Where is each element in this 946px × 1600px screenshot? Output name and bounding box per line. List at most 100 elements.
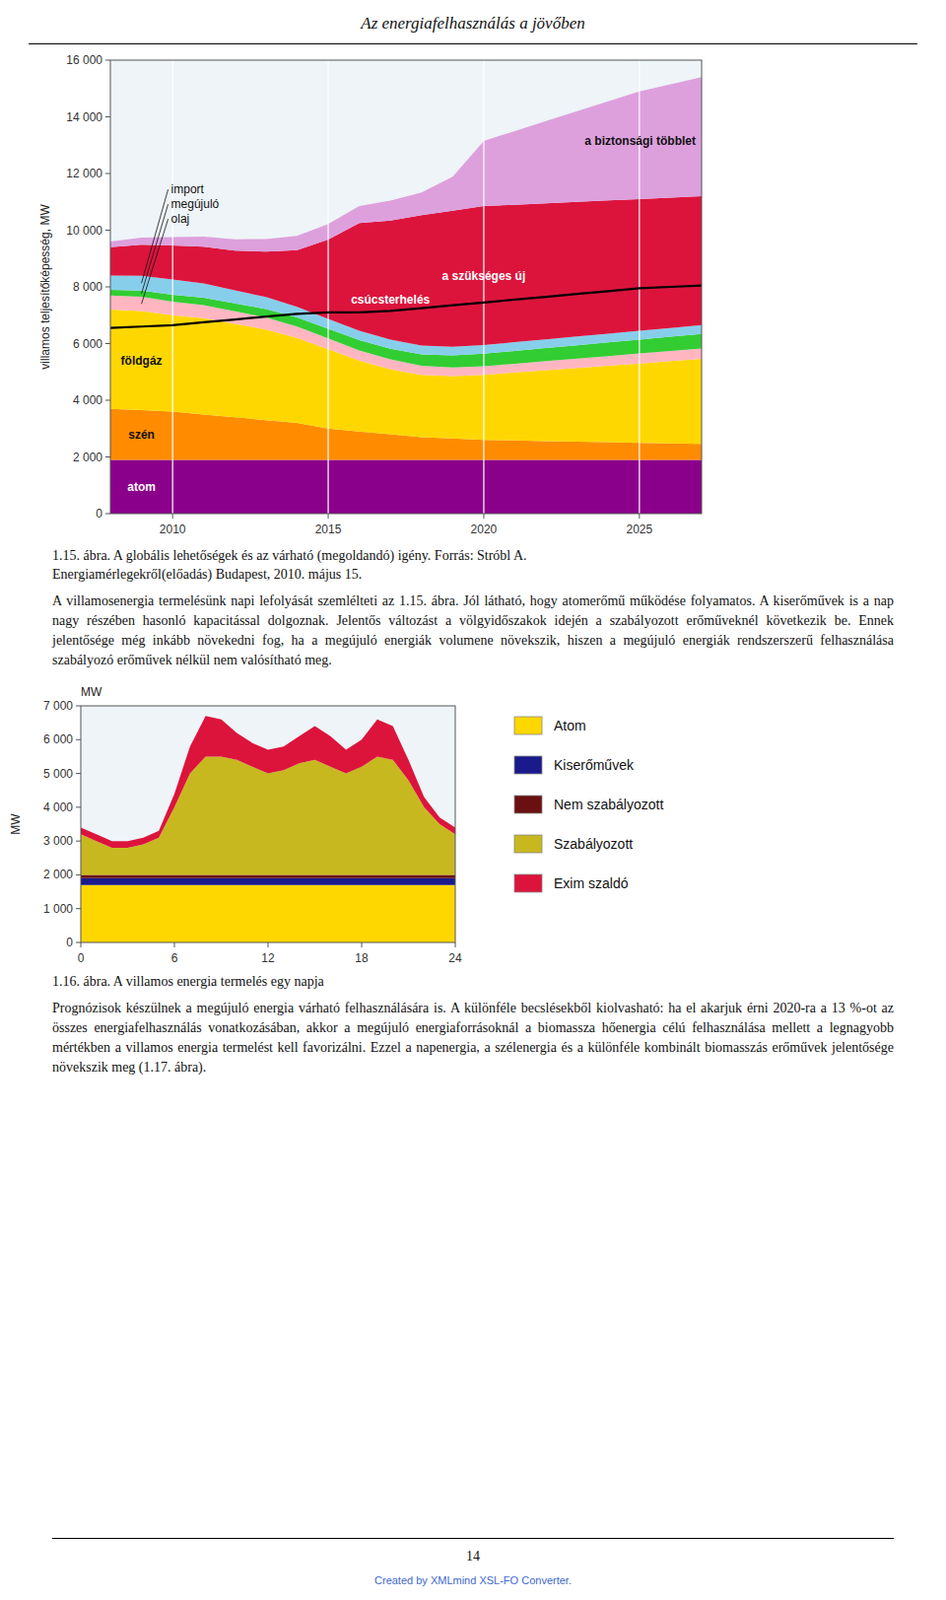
legend-swatch bbox=[514, 874, 542, 892]
x-tick bbox=[482, 513, 484, 519]
footer: 14 bbox=[0, 1548, 946, 1564]
line-label: csúcsterhelés bbox=[350, 292, 430, 307]
y-tick-label: 6 000 bbox=[72, 337, 103, 351]
y-tick bbox=[75, 705, 81, 707]
y-tick-label: 16 000 bbox=[66, 53, 103, 68]
grid-line-x bbox=[482, 60, 484, 514]
area-series bbox=[80, 878, 456, 885]
y-tick-label: 0 bbox=[95, 506, 103, 521]
y-tick-label: 4 000 bbox=[43, 800, 73, 814]
y-tick bbox=[105, 400, 111, 402]
caption: 1.15. ábra. A globális lehetőségek és az… bbox=[52, 545, 894, 565]
y-tick-label: 4 000 bbox=[72, 393, 103, 407]
x-tick bbox=[455, 942, 457, 947]
plot-area bbox=[80, 715, 456, 943]
area-series bbox=[110, 76, 702, 252]
leader-line bbox=[141, 189, 169, 283]
series-label: a szükséges új bbox=[442, 269, 527, 283]
labels: atom szén földgáz a szükséges új a biztonság… bbox=[121, 134, 696, 494]
legend-label: Exim szaldó bbox=[553, 875, 629, 891]
paragraph: A villamosenergia termelésünk napi lefol… bbox=[52, 591, 894, 671]
leader-line bbox=[141, 218, 169, 304]
x-tick-label: 2010 bbox=[159, 522, 187, 537]
x-tick bbox=[80, 942, 82, 947]
y-tick bbox=[105, 229, 111, 231]
x-tick-label: 6 bbox=[171, 950, 179, 965]
x-tick-label: 12 bbox=[261, 950, 275, 965]
footer-note: Created by XMLmind XSL-FO Converter. bbox=[0, 1573, 946, 1586]
y-tick-label: 0 bbox=[66, 935, 73, 949]
area-series bbox=[110, 196, 702, 347]
chart-2: 01 0002 0003 0004 0005 0006 0007 0000612… bbox=[0, 675, 946, 972]
series-label: megújuló bbox=[171, 197, 220, 211]
y-tick bbox=[75, 739, 81, 741]
y-tick-label: 5 000 bbox=[43, 766, 73, 781]
x-tick-label: 0 bbox=[77, 950, 85, 965]
x-tick bbox=[361, 942, 363, 947]
y-tick bbox=[75, 772, 81, 774]
grid-line-x bbox=[327, 60, 329, 514]
grid-line-x bbox=[638, 60, 640, 514]
title-rule bbox=[28, 43, 918, 45]
y-tick-label: 7 000 bbox=[43, 698, 73, 713]
unit-label: MW bbox=[80, 684, 103, 699]
legend-swatch bbox=[514, 716, 542, 735]
y-tick bbox=[105, 456, 111, 458]
y-tick-label: 10 000 bbox=[66, 223, 103, 238]
y-tick bbox=[75, 840, 81, 842]
y-tick bbox=[105, 173, 111, 175]
y-tick-label: 1 000 bbox=[43, 901, 73, 916]
y-tick bbox=[75, 874, 81, 876]
x-tick bbox=[328, 513, 330, 519]
page-title: Az energiafelhasználás a jövőben bbox=[0, 0, 946, 34]
series-label: szén bbox=[128, 427, 155, 442]
line-series bbox=[110, 285, 702, 329]
y-tick-label: 2 000 bbox=[43, 867, 73, 881]
labels: MWAtomKiserőművekNem szabályozottSzabály… bbox=[80, 684, 664, 892]
area-series bbox=[80, 715, 456, 848]
y-tick bbox=[75, 942, 81, 944]
y-tick bbox=[105, 342, 111, 344]
y-axis-label: MW bbox=[8, 812, 23, 835]
series-label: import bbox=[171, 182, 205, 197]
legend-label: Kiserőművek bbox=[553, 756, 635, 773]
x-tick-label: 18 bbox=[354, 950, 369, 965]
x-tick bbox=[172, 513, 174, 519]
y-tick bbox=[105, 60, 111, 62]
legend-swatch bbox=[514, 834, 542, 853]
y-tick bbox=[75, 907, 81, 909]
area-series bbox=[80, 884, 456, 943]
paragraph: Prognózisok készülnek a megújuló energia… bbox=[52, 998, 894, 1078]
caption: 1.16. ábra. A villamos energia termelés … bbox=[52, 971, 894, 991]
series-label: olaj bbox=[171, 211, 191, 226]
area-series bbox=[110, 459, 702, 514]
y-axis-label: villamos teljesítőképesség, MW bbox=[38, 203, 53, 370]
series-label: földgáz bbox=[121, 353, 163, 368]
plot-frame bbox=[110, 60, 702, 514]
plot-area bbox=[110, 60, 702, 514]
y-tick bbox=[105, 286, 111, 288]
grid-line-x bbox=[172, 60, 174, 514]
x-tick-label: 24 bbox=[448, 950, 463, 965]
y-tick-label: 12 000 bbox=[66, 166, 103, 181]
legend-swatch bbox=[514, 795, 542, 813]
series-label: a biztonsági többlet bbox=[584, 134, 696, 148]
y-tick-label: 2 000 bbox=[72, 450, 103, 465]
x-tick bbox=[638, 513, 640, 519]
series-label: atom bbox=[127, 479, 156, 494]
y-tick bbox=[105, 116, 111, 118]
caption: Energiamérlegekről(előadás) Budapest, 20… bbox=[52, 564, 894, 584]
x-tick-label: 2025 bbox=[625, 522, 653, 537]
plot-background bbox=[110, 60, 702, 514]
y-tick bbox=[105, 513, 111, 515]
legend-label: Nem szabályozott bbox=[553, 796, 664, 812]
area-series bbox=[80, 874, 456, 878]
x-tick-label: 2015 bbox=[315, 522, 342, 537]
y-tick bbox=[75, 806, 81, 808]
plot-background bbox=[80, 705, 456, 943]
plot-frame bbox=[80, 705, 456, 943]
legend-label: Atom bbox=[553, 717, 587, 734]
y-tick-label: 3 000 bbox=[43, 833, 73, 848]
y-tick-label: 8 000 bbox=[72, 279, 103, 294]
area-series bbox=[80, 755, 456, 875]
